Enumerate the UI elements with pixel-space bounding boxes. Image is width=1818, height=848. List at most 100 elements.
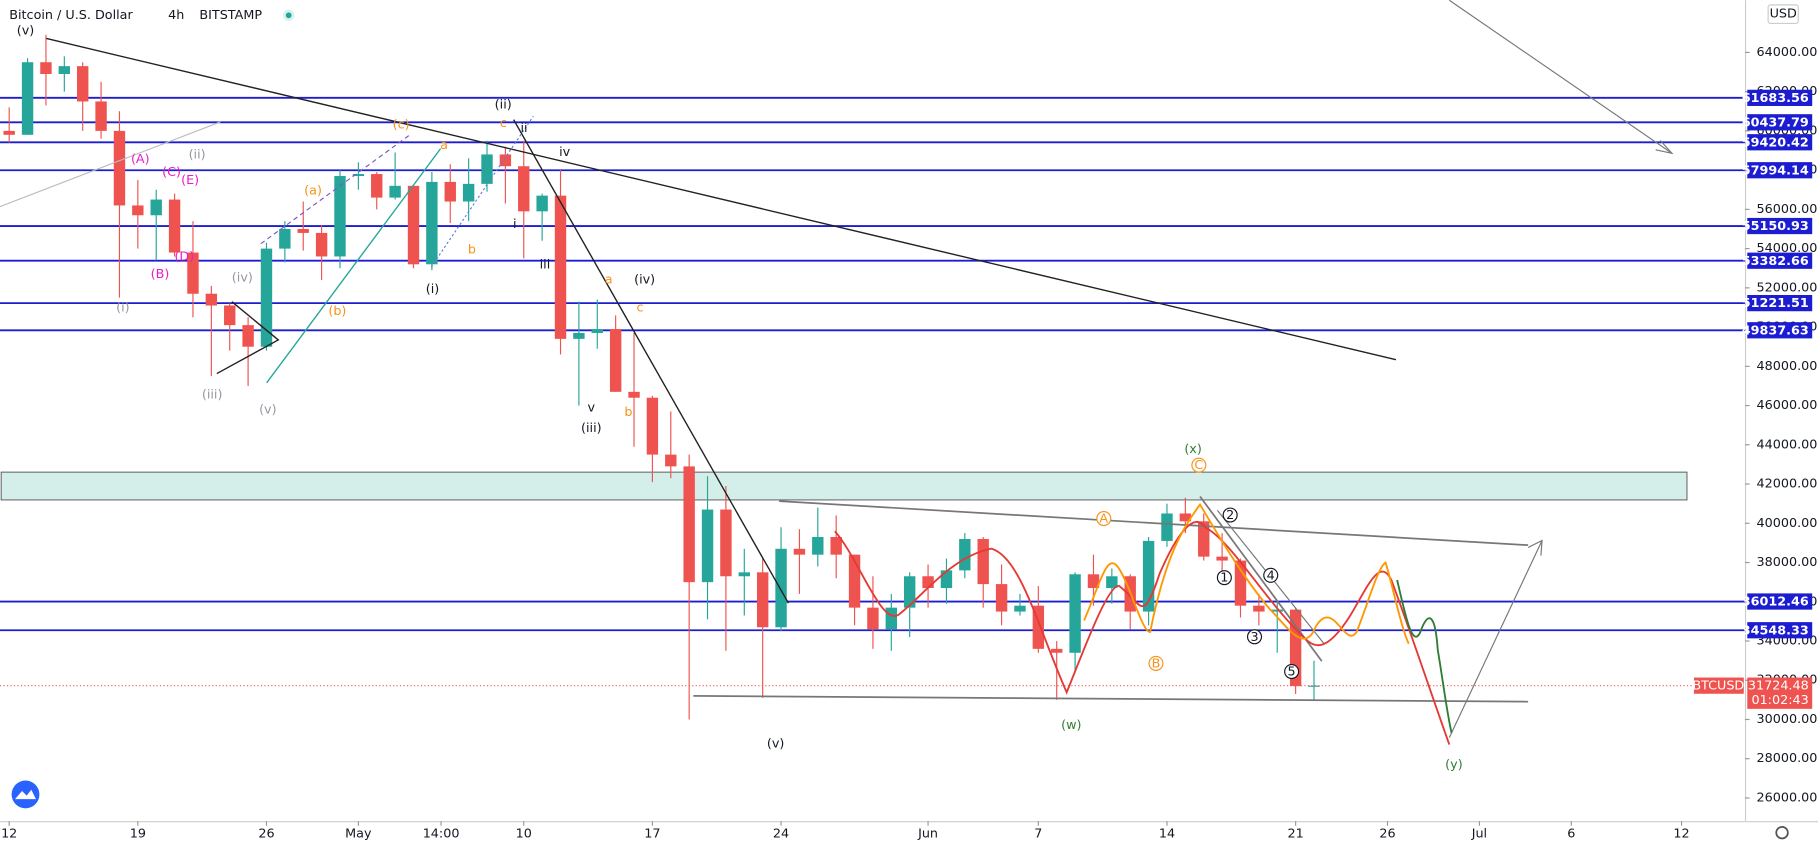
candle-body — [187, 252, 199, 294]
y-tick-label: 28000.00 — [1757, 751, 1818, 766]
candle-body — [1087, 574, 1100, 589]
annotation-circle — [1263, 567, 1279, 583]
wedge-line — [1199, 495, 1323, 662]
candle-body — [885, 607, 898, 630]
y-tick-label: 54000.00 — [1757, 241, 1818, 256]
candle-body — [756, 572, 769, 628]
y-tick-label: 52000.00 — [1757, 280, 1818, 295]
candle-body — [1234, 560, 1247, 606]
candle-body — [628, 391, 640, 398]
currency-button[interactable] — [1767, 4, 1799, 24]
wave-label: 5 — [1288, 665, 1296, 680]
candle-body — [591, 329, 603, 333]
x-tick-label: 26 — [258, 826, 274, 841]
level-tag — [1747, 252, 1813, 269]
x-tick-label: 12 — [1673, 826, 1689, 841]
wave-label: 4 — [1267, 568, 1275, 583]
y-tick-label: 64000.00 — [1757, 45, 1818, 60]
candle-body — [995, 584, 1008, 612]
level-tag — [1747, 217, 1813, 235]
x-tick-label: Jul — [1471, 826, 1487, 841]
candle-body — [1179, 513, 1192, 522]
candle-body — [3, 130, 15, 135]
candle-body — [279, 228, 291, 249]
candle-body — [536, 195, 548, 212]
annotation-circle — [1284, 664, 1300, 680]
candle-body — [389, 185, 401, 198]
candle-body — [812, 537, 824, 555]
symbol-label: BTCUSD — [1692, 679, 1744, 694]
channel-line — [260, 133, 412, 245]
wave-label: i — [513, 217, 517, 232]
wave-label: ii — [521, 121, 528, 136]
wave-label: 2 — [1226, 508, 1234, 523]
candle-body — [352, 174, 365, 177]
currency[interactable]: USD — [1770, 7, 1797, 22]
candle-body — [113, 130, 126, 206]
candle-body — [40, 62, 52, 74]
last-price-label: 31724.48 — [1748, 679, 1809, 694]
wave-label: A — [1099, 512, 1108, 527]
x-tick-label: 17 — [644, 826, 660, 841]
time-axis — [0, 821, 1818, 848]
wave-label: (iv) — [634, 273, 655, 288]
candle-body — [518, 166, 530, 212]
y-tick-label: 44000.00 — [1757, 437, 1818, 452]
level-label: 57994.14 — [1742, 163, 1809, 178]
candle-body — [775, 548, 787, 628]
candle-body — [334, 176, 346, 257]
level-tag — [1747, 134, 1813, 151]
level-tag — [1747, 322, 1813, 339]
level-label: 55150.93 — [1742, 219, 1809, 234]
arrow-head — [1527, 539, 1543, 556]
candle-body — [683, 466, 695, 583]
wave-label: (b) — [328, 304, 346, 319]
wave-label: 3 — [1250, 630, 1258, 645]
candle-body — [132, 205, 144, 216]
x-tick-label: 24 — [773, 826, 789, 841]
candle-body — [1142, 540, 1155, 612]
x-axis: 12 19 26 May 14:00 10 17 24 Jun 7 14 21 26 Jul 6 12 — [1, 821, 1690, 841]
x-tick-label: 14 — [1159, 826, 1175, 841]
wave-label: (i) — [426, 282, 440, 297]
wave-label: (E) — [181, 173, 199, 188]
x-tick-label: 21 — [1288, 826, 1304, 841]
y-tick-label: 26000.00 — [1757, 790, 1818, 805]
wave-label: (C) — [162, 165, 181, 180]
candle-body — [720, 509, 732, 577]
wave-label: B — [1152, 657, 1161, 672]
candle-body — [977, 538, 989, 585]
support-line — [693, 695, 1529, 703]
candle-body — [1161, 513, 1173, 541]
wave-label: b — [624, 405, 632, 420]
y-tick-label: 40000.00 — [1757, 516, 1818, 531]
level-label: 51221.51 — [1742, 296, 1809, 311]
candle-body — [95, 101, 107, 131]
candle-body — [959, 538, 971, 571]
candle-body — [481, 154, 493, 184]
candle-body — [260, 248, 273, 347]
candle-body — [848, 554, 861, 608]
candle-body — [426, 181, 438, 265]
candle-body — [407, 185, 420, 265]
candle-body — [554, 195, 567, 339]
settings-icon[interactable] — [1775, 826, 1789, 840]
candle-body — [1289, 609, 1302, 687]
arrow-line — [1448, 0, 1673, 154]
level-tag — [1747, 295, 1813, 312]
candle-body — [1216, 556, 1228, 561]
level-label: 36012.46 — [1742, 595, 1809, 610]
wave-label: iv — [559, 145, 571, 160]
interval[interactable]: 4h — [168, 8, 184, 23]
level-label: 53382.66 — [1742, 254, 1809, 269]
wave-label: (iv) — [232, 270, 253, 285]
candle-body — [58, 66, 71, 74]
projection-curve — [1396, 579, 1453, 734]
level-tag — [1747, 593, 1813, 610]
candle-body — [1308, 685, 1320, 687]
x-tick-label: Jun — [917, 826, 938, 841]
candle-body — [701, 509, 714, 583]
x-tick-label: May — [345, 826, 372, 841]
